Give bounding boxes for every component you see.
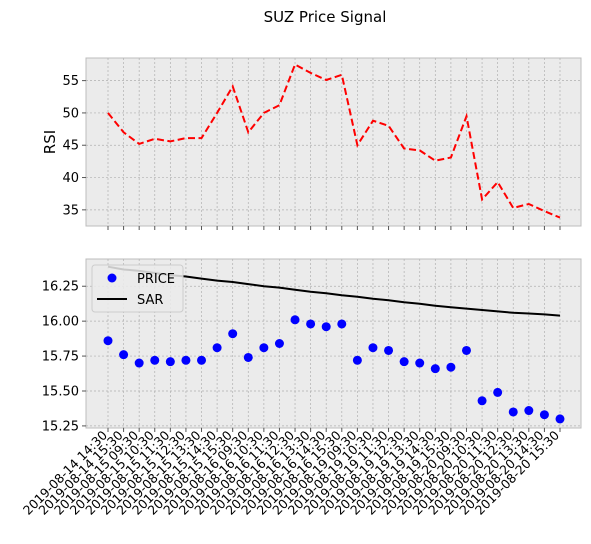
legend-marker-price [107, 273, 117, 283]
price-point [134, 358, 144, 368]
price-point [150, 355, 160, 365]
price-point [165, 357, 175, 367]
price-point [524, 406, 534, 416]
price-point [430, 364, 440, 374]
price-point [461, 345, 471, 355]
price-point [446, 362, 456, 372]
price-point [306, 319, 316, 329]
price-point [197, 355, 207, 365]
price-point [368, 343, 378, 353]
price-point [352, 355, 362, 365]
y-axis-label: RSI [41, 130, 59, 154]
legend-label-price: PRICE [137, 272, 175, 287]
price-point [508, 407, 518, 417]
y-tick-label: 50 [62, 106, 79, 121]
price-point [321, 322, 331, 332]
price-point [103, 336, 113, 346]
y-tick-label: 16.25 [42, 280, 79, 295]
price-point [415, 358, 425, 368]
panel-1: 35 40 45 50 55 RSI [41, 57, 582, 230]
price-point [384, 345, 394, 355]
price-point [119, 350, 129, 360]
price-point [290, 315, 300, 325]
price-point [493, 387, 503, 397]
y-tick-label: 15.75 [42, 350, 79, 365]
panel-2: 15.25 15.50 15.75 16.00 16.25 PRICE SAR [42, 258, 582, 434]
y-tick-label: 55 [62, 74, 79, 89]
legend: PRICE SAR [91, 264, 184, 313]
series-1-line [107, 63, 561, 219]
y-tick-label: 16.00 [42, 315, 79, 330]
price-point [555, 414, 565, 424]
price-point [228, 329, 238, 339]
y-tick-label: 15.50 [42, 384, 79, 399]
price-point [274, 339, 284, 348]
price-point [337, 319, 347, 329]
y-tick-label: 15.25 [42, 419, 79, 434]
price-point [259, 343, 269, 353]
price-point [181, 355, 191, 365]
price-point [539, 410, 549, 420]
legend-label-sar: SAR [137, 293, 163, 308]
plot-area-1 [85, 57, 582, 227]
y-tick-label: 40 [62, 171, 79, 186]
price-point [243, 352, 253, 362]
chart-title: SUZ Price Signal [264, 8, 387, 26]
price-point [212, 343, 222, 353]
price-point [399, 357, 409, 367]
y-tick-label: 45 [62, 139, 79, 154]
price-point [477, 396, 487, 406]
y-tick-label: 35 [62, 203, 79, 218]
